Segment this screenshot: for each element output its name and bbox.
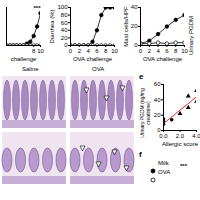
html-text:Saline: Saline xyxy=(22,66,39,72)
svg-text:6: 6 xyxy=(95,48,99,54)
svg-text:80: 80 xyxy=(61,12,68,18)
html-text:OVA: OVA xyxy=(158,168,171,175)
svg-text:10: 10 xyxy=(111,48,118,54)
svg-text:4.0: 4.0 xyxy=(192,133,200,139)
svg-text:OVA challenge: OVA challenge xyxy=(73,56,113,62)
svg-text:20: 20 xyxy=(61,35,68,41)
svg-text:20: 20 xyxy=(154,112,161,118)
html-text:Urinary PGDM (ng/mg creatinine: Urinary PGDM (ng/mg creatinine) xyxy=(139,88,151,138)
svg-text:Diarrhea (%): Diarrhea (%) xyxy=(49,9,55,43)
svg-text:challenge: challenge xyxy=(11,56,37,62)
svg-text:***: *** xyxy=(33,5,41,11)
html-text:OVA: OVA xyxy=(92,66,105,72)
svg-text:0: 0 xyxy=(69,48,73,54)
svg-text:8: 8 xyxy=(174,48,178,54)
svg-text:0: 0 xyxy=(64,42,68,48)
svg-text:20: 20 xyxy=(131,23,138,29)
svg-text:8: 8 xyxy=(32,48,36,54)
svg-text:10: 10 xyxy=(181,48,188,54)
html-text:f: f xyxy=(139,150,142,159)
svg-text:2.0: 2.0 xyxy=(176,133,185,139)
html-text:e: e xyxy=(139,72,144,81)
svg-text:Allergic score: Allergic score xyxy=(162,141,199,147)
svg-text:8: 8 xyxy=(104,48,108,54)
svg-text:4: 4 xyxy=(86,48,90,54)
svg-text:0: 0 xyxy=(157,127,161,134)
svg-text:60: 60 xyxy=(154,81,161,87)
svg-text:60: 60 xyxy=(61,20,68,26)
svg-text:Mast cells/HPF: Mast cells/HPF xyxy=(123,6,129,47)
svg-text:40: 40 xyxy=(154,97,161,103)
svg-text:10: 10 xyxy=(37,48,44,54)
svg-text:0: 0 xyxy=(139,48,143,54)
svg-text:OVA challenge: OVA challenge xyxy=(143,56,183,62)
svg-text:40: 40 xyxy=(61,27,68,33)
svg-text:2: 2 xyxy=(148,48,152,54)
html-text:Milk: Milk xyxy=(158,159,169,166)
html-text:Urinary PGDM: Urinary PGDM xyxy=(188,16,194,55)
svg-text:6: 6 xyxy=(165,48,169,54)
svg-text:2: 2 xyxy=(78,48,82,54)
svg-text:100: 100 xyxy=(57,4,68,10)
svg-text:0: 0 xyxy=(134,42,138,48)
svg-text:0.0: 0.0 xyxy=(159,133,168,139)
svg-text:4: 4 xyxy=(156,48,160,54)
svg-text:40: 40 xyxy=(131,4,138,10)
